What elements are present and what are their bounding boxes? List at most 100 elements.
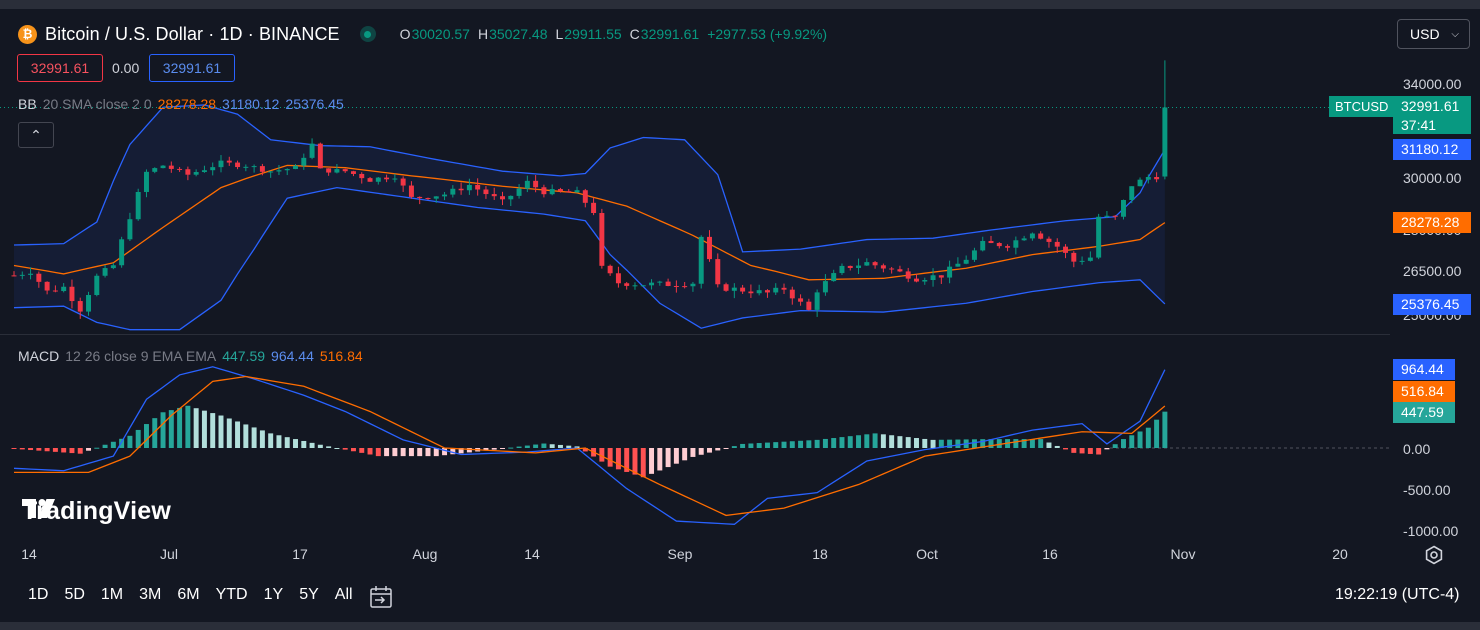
macd-hist-bar [1112,444,1118,448]
candle-body [226,160,232,163]
macd-hist-bar [1054,445,1060,448]
macd-hist-bar [566,445,572,448]
candlesticks [11,60,1168,319]
session-clock[interactable]: 19:22:19 (UTC-4) [1335,586,1460,603]
macd-hist-bar [996,439,1002,448]
macd-hist-bar [1104,448,1110,450]
candle-body [317,143,323,169]
range-6m-button[interactable]: 6M [177,586,200,603]
chevron-down-icon: ⌵ [1451,28,1459,40]
candle-body [36,273,42,282]
macd-hist-bar [880,434,886,448]
macd-hist-bar [218,415,224,448]
range-1m-button[interactable]: 1M [100,586,124,603]
candle-body [442,194,448,197]
macd-hist-bar [1162,411,1168,448]
candle-body [334,169,340,173]
candle-body [359,173,365,179]
candle-body [582,190,588,203]
time-axis-label: Oct [916,546,938,562]
bb-basis-value: 28278.28 [157,96,217,112]
candle-body [1129,186,1135,201]
buy-price-button[interactable]: 32991.61 [149,54,235,82]
candle-body [947,266,953,278]
macd-hist-bar [408,448,414,457]
macd-hist-bar [897,436,903,448]
time-axis-label: Nov [1170,546,1196,562]
macd-params: 12 26 close 9 EMA EMA [65,348,217,364]
macd-hist-bar [673,448,679,464]
price-tick: 26500.00 [1403,263,1462,279]
candle-body [922,280,928,282]
bollinger-band-fill [14,104,1165,330]
currency-value: USD [1410,26,1440,42]
candle-body [1079,260,1085,262]
range-3m-button[interactable]: 3M [139,586,162,603]
time-axis-label: Jul [160,546,178,562]
candle-body [1154,177,1160,180]
sell-price-button[interactable]: 32991.61 [17,54,103,82]
date-range-icon[interactable] [368,584,394,610]
candle-body [1120,200,1126,217]
candle-body [1029,233,1035,239]
range-all-button[interactable]: All [334,586,353,603]
candle-body [1137,179,1143,187]
time-axis-label: 20 [1332,546,1348,562]
macd-hist-bar [798,440,804,448]
time-axis-label: 14 [524,546,540,562]
candle-body [963,259,969,264]
macd-hist-bar [955,439,961,448]
candle-body [44,281,50,291]
macd-hist-bar [293,439,298,448]
macd-hist-bar [44,448,50,452]
range-1d-button[interactable]: 1D [28,586,49,603]
candle-body [516,188,522,196]
signal-axis-label: 516.84 [1393,381,1455,402]
candle-body [698,236,704,284]
macd-hist-bar [657,448,663,471]
bb-legend[interactable]: BB 20 SMA close 2 0 28278.28 31180.12 25… [18,95,344,113]
bb-lower-axis-label: 25376.45 [1393,294,1471,315]
axis-settings-icon[interactable] [1424,545,1444,565]
candle-body [168,165,174,169]
macd-hist-bar [806,440,812,448]
candle-body [905,271,911,279]
candle-body [218,160,224,168]
macd-hist-bar [235,421,241,448]
symbol-header: ₿ Bitcoin / U.S. Dollar · 1D · BINANCE O… [18,24,827,44]
macd-hist-bar [326,446,332,448]
range-1y-button[interactable]: 1Y [263,586,284,603]
tradingview-logo[interactable]: TradingView [22,497,171,526]
macd-hist-bar [193,408,199,448]
candle-body [615,273,621,284]
macd-hist-bar [417,448,423,457]
macd-hist-bar [1154,419,1160,448]
macd-line-value: 964.44 [271,348,314,364]
macd-hist-bar [301,440,307,448]
macd-hist-bar [110,441,116,448]
macd-hist-bar [317,444,323,448]
symbol-title[interactable]: Bitcoin / U.S. Dollar · 1D · BINANCE [45,23,340,44]
macd-legend[interactable]: MACD 12 26 close 9 EMA EMA 447.59 964.44… [18,347,363,365]
candle-body [1063,246,1069,253]
candle-body [822,281,828,293]
candle-body [1071,252,1077,262]
macd-hist-bar [284,437,290,448]
range-5d-button[interactable]: 5D [64,586,85,603]
market-open-dot-icon [359,26,376,42]
macd-hist-bar [740,443,746,448]
high-label: H [477,26,489,42]
macd-hist-bar [847,436,853,448]
macd-hist-bar [1029,439,1035,448]
low-label: L [555,26,564,42]
currency-select[interactable]: USD ⌵ [1397,19,1470,49]
macd-hist-bar [36,448,42,451]
candle-body [847,265,853,268]
pane-separator[interactable] [0,334,1390,335]
candle-body [417,196,423,199]
range-5y-button[interactable]: 5Y [299,586,319,603]
range-ytd-button[interactable]: YTD [215,586,248,603]
macd-hist-bar [1038,439,1044,448]
collapse-legend-button[interactable]: ⌃ [18,122,54,148]
